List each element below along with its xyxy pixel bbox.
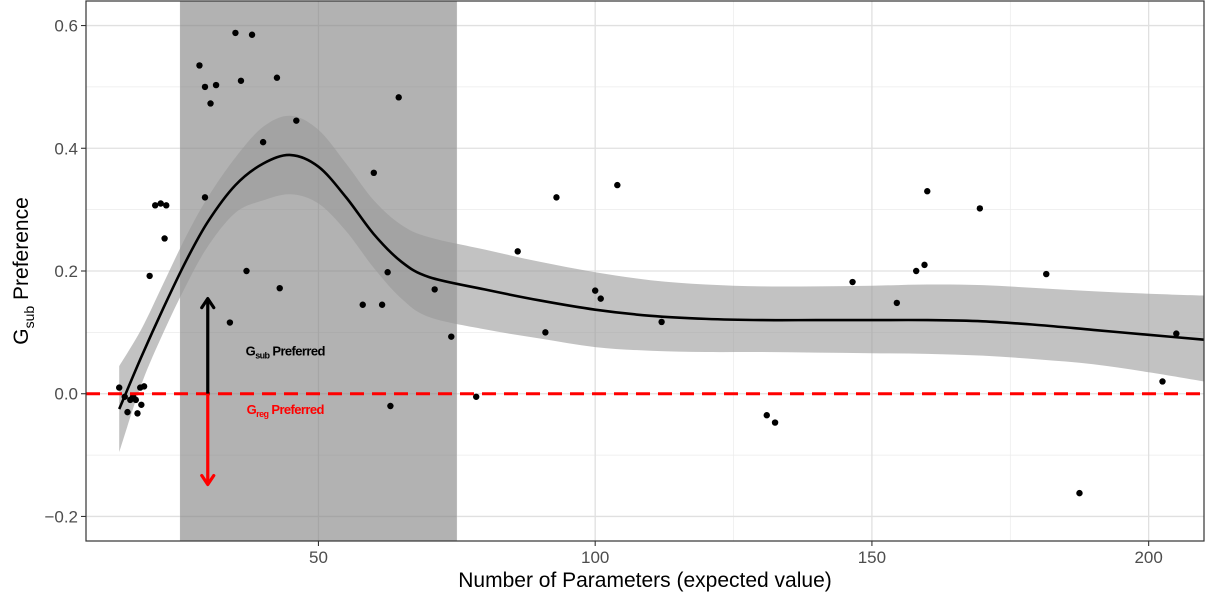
- data-point: [658, 318, 665, 326]
- data-point: [157, 200, 164, 207]
- data-point: [591, 287, 599, 294]
- preference-arrows: [200, 297, 216, 487]
- data-point: [431, 286, 438, 293]
- data-point: [976, 205, 984, 212]
- annotation-rest: Preferred: [268, 402, 324, 417]
- data-point: [259, 138, 267, 146]
- arrow-head: [200, 473, 216, 487]
- data-point: [232, 29, 239, 37]
- y-axis-title-main: G: [10, 328, 33, 344]
- y-tick-label: −0.2: [44, 507, 78, 526]
- y-tick-label: 0.4: [54, 139, 78, 158]
- annotation-sub: sub: [255, 351, 270, 361]
- data-point: [293, 117, 300, 124]
- y-axis: −0.2 0.0 0.2 0.4 0.6: [44, 17, 86, 526]
- data-point: [1173, 330, 1180, 337]
- data-point: [116, 384, 123, 391]
- data-point: [276, 284, 283, 292]
- y-tick-label: 0.0: [54, 385, 78, 404]
- y-axis-title-sub: sub: [21, 306, 37, 329]
- y-tick-label: 0.6: [54, 17, 78, 36]
- data-point: [384, 269, 391, 276]
- data-point: [243, 267, 250, 275]
- data-point: [597, 295, 604, 302]
- preference-annotation: Gsub Preferred: [246, 344, 326, 361]
- data-point: [1159, 378, 1166, 385]
- data-point: [378, 301, 386, 308]
- data-point: [921, 261, 928, 269]
- x-axis-title: Number of Parameters (expected value): [458, 569, 832, 592]
- preference-arrow: [200, 297, 216, 394]
- data-point: [138, 401, 145, 408]
- data-point: [248, 31, 256, 38]
- arrow-head: [200, 297, 216, 310]
- data-point: [448, 333, 455, 340]
- data-point: [273, 74, 281, 81]
- data-point: [893, 299, 901, 307]
- data-point: [237, 77, 245, 84]
- data-point: [212, 81, 220, 89]
- data-point: [161, 235, 168, 242]
- data-point: [614, 181, 621, 189]
- data-point: [542, 329, 549, 336]
- data-point: [849, 278, 856, 286]
- x-tick-label: 50: [309, 548, 328, 567]
- x-tick-label: 150: [858, 548, 886, 567]
- data-point: [763, 412, 770, 419]
- data-point: [207, 100, 214, 107]
- y-axis-title: Gsub Preference: [10, 197, 37, 344]
- data-point: [359, 301, 366, 308]
- data-point: [140, 383, 148, 390]
- data-point: [196, 62, 203, 69]
- data-point: [226, 319, 234, 326]
- data-point: [472, 393, 480, 400]
- preference-annotation: Greg Preferred: [247, 402, 325, 419]
- data-point: [771, 419, 779, 426]
- x-tick-label: 200: [1134, 548, 1162, 567]
- data-point: [514, 248, 521, 255]
- x-axis: 50 100 150 200: [309, 541, 1163, 567]
- data-point: [146, 272, 153, 280]
- annotation-sub: reg: [256, 409, 268, 419]
- data-point: [201, 83, 209, 91]
- annotation-main: G: [246, 344, 256, 359]
- confidence-band: [119, 115, 1205, 453]
- data-point: [163, 202, 170, 209]
- data-point: [387, 402, 394, 410]
- data-point: [124, 408, 131, 416]
- data-point: [912, 267, 920, 275]
- data-point: [134, 410, 141, 417]
- data-point: [201, 194, 209, 201]
- y-axis-title-rest: Preference: [10, 197, 33, 306]
- data-point: [1076, 489, 1083, 497]
- data-point: [370, 169, 378, 177]
- y-tick-label: 0.2: [54, 262, 78, 281]
- annotation-main: G: [247, 402, 257, 417]
- data-point: [924, 188, 931, 195]
- data-point: [395, 94, 402, 101]
- annotation-rest: Preferred: [269, 344, 325, 359]
- data-point: [1043, 270, 1050, 278]
- smooth-line: [118, 153, 1205, 410]
- data-point: [151, 202, 159, 209]
- data-point: [553, 194, 560, 201]
- data-points: [116, 29, 1180, 497]
- x-tick-label: 100: [581, 548, 609, 567]
- data-point: [132, 396, 140, 404]
- preference-arrow: [200, 393, 216, 487]
